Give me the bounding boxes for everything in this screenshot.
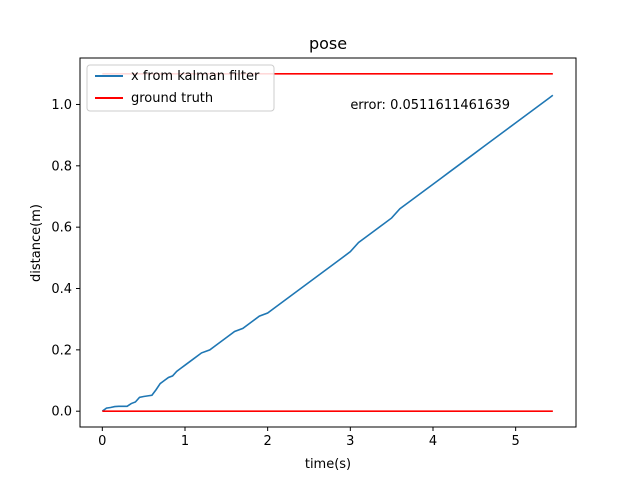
y-axis-label: distance(m) bbox=[29, 204, 44, 282]
legend-box bbox=[86, 64, 275, 112]
y-tick-label: 0.8 bbox=[51, 159, 72, 174]
series-line-kalman bbox=[101, 94, 554, 412]
y-tick-label: 0.0 bbox=[51, 405, 72, 420]
x-tick-label: 4 bbox=[429, 434, 437, 449]
x-tick-label: 5 bbox=[512, 434, 520, 449]
error-annotation: error: 0.0511611461639 bbox=[350, 98, 510, 113]
legend-label-kalman: x from kalman filter bbox=[131, 69, 260, 84]
x-tick-label: 3 bbox=[346, 434, 354, 449]
legend-label-ground-truth: ground truth bbox=[131, 91, 213, 106]
chart-title: pose bbox=[309, 34, 347, 53]
y-tick-label: 0.2 bbox=[51, 343, 72, 358]
y-tick-label: 1.0 bbox=[51, 98, 72, 113]
x-tick-label: 1 bbox=[181, 434, 189, 449]
x-tick-label: 0 bbox=[98, 434, 106, 449]
x-tick-label: 2 bbox=[264, 434, 272, 449]
legend: x from kalman filter ground truth bbox=[86, 64, 275, 112]
y-tick-label: 0.6 bbox=[51, 221, 72, 236]
x-axis-label: time(s) bbox=[305, 457, 351, 472]
plot-frame bbox=[79, 57, 577, 428]
y-tick-label: 0.4 bbox=[51, 282, 72, 297]
